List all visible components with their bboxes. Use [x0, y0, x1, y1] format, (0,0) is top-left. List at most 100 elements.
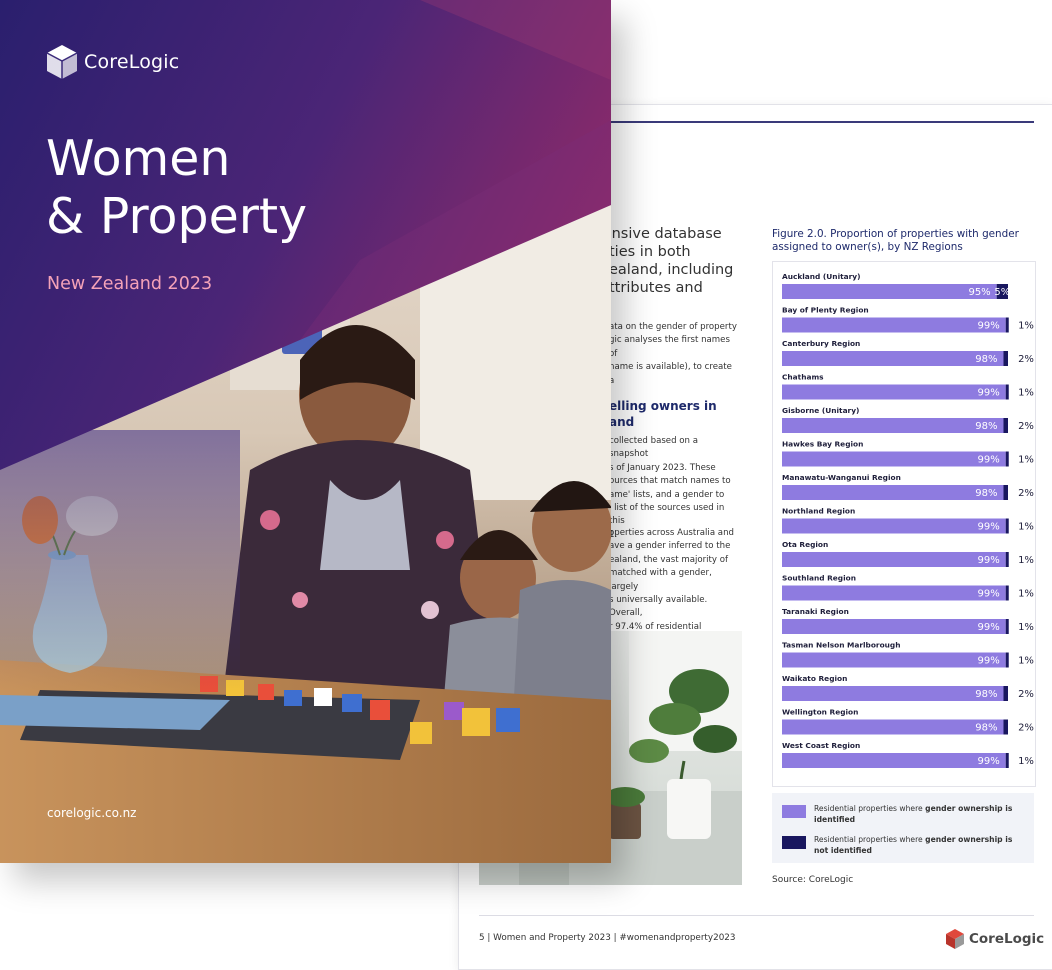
- paragraph-3: operties across Australia and ave a gend…: [609, 528, 734, 645]
- category-label-canterbury-region: Canterbury Region: [782, 339, 860, 348]
- category-label-ota-region: Ota Region: [782, 540, 828, 549]
- cover-brand: CoreLogic: [84, 51, 180, 73]
- paragraph-2: collected based on a snapshot s of Janua…: [609, 436, 731, 540]
- value-label-identified-west-coast-region: 99%: [978, 756, 1000, 767]
- region-bar-chart: Auckland (Unitary) 95% 5% Bay of Plenty Reg…: [782, 272, 1034, 768]
- value-label-not-identified-ota-region: 1%: [1018, 555, 1034, 566]
- value-label-identified-hawkes-bay-region: 99%: [978, 455, 1000, 466]
- value-label-identified-wellington-region: 98%: [975, 723, 997, 734]
- bar-identified-canterbury-region: [782, 351, 1004, 366]
- value-label-identified-ota-region: 99%: [978, 555, 1000, 566]
- category-label-taranaki-region: Taranaki Region: [782, 607, 849, 616]
- value-label-identified-taranaki-region: 99%: [978, 622, 1000, 633]
- value-label-not-identified-hawkes-bay-region: 1%: [1018, 455, 1034, 466]
- cover-artwork: [0, 0, 611, 863]
- cover-title: Women & Property: [46, 130, 308, 245]
- bar-not-identified-chathams: [1005, 384, 1009, 400]
- bar-not-identified-gisborne-unitary: [1003, 418, 1008, 433]
- section-heading: elling owners in and: [609, 399, 717, 429]
- value-label-not-identified-auckland-unitary: 5%: [994, 287, 1010, 298]
- value-label-not-identified-southland-region: 1%: [1018, 589, 1034, 600]
- legend-text-identified-bold: gender ownership is identified: [814, 804, 1013, 824]
- value-label-not-identified-chathams: 1%: [1018, 388, 1034, 399]
- category-label-southland-region: Southland Region: [782, 574, 856, 583]
- value-label-identified-canterbury-region: 98%: [975, 354, 997, 365]
- cover-url: corelogic.co.nz: [47, 806, 137, 820]
- chart-legend: Residential properties where gender owne…: [772, 793, 1034, 863]
- value-label-identified-gisborne-unitary: 98%: [975, 421, 997, 432]
- bar-identified-bay-of-plenty-region: [782, 317, 1006, 333]
- bar-identified-chathams: [782, 384, 1006, 400]
- bar-identified-gisborne-unitary: [782, 418, 1004, 433]
- bar-not-identified-tasman-nelson-marlborough: [1005, 652, 1009, 668]
- corelogic-cube-icon: [946, 929, 964, 949]
- value-label-identified-northland-region: 99%: [978, 522, 1000, 533]
- value-label-not-identified-bay-of-plenty-region: 1%: [1018, 321, 1034, 332]
- value-label-identified-waikato-region: 98%: [975, 689, 997, 700]
- value-label-not-identified-tasman-nelson-marlborough: 1%: [1018, 656, 1034, 667]
- bar-identified-wellington-region: [782, 719, 1004, 735]
- bar-not-identified-wellington-region: [1003, 719, 1008, 735]
- bar-identified-taranaki-region: [782, 619, 1006, 634]
- value-label-not-identified-manawatu-wanganui-region: 2%: [1018, 488, 1034, 499]
- bar-not-identified-northland-region: [1005, 518, 1009, 534]
- bar-identified-west-coast-region: [782, 753, 1006, 768]
- category-label-gisborne-unitary: Gisborne (Unitary): [782, 406, 859, 415]
- value-label-not-identified-gisborne-unitary: 2%: [1018, 421, 1034, 432]
- legend-text-not-identified-prefix: Residential properties where: [814, 835, 926, 844]
- value-label-not-identified-taranaki-region: 1%: [1018, 622, 1034, 633]
- bar-identified-tasman-nelson-marlborough: [782, 652, 1006, 668]
- category-label-west-coast-region: West Coast Region: [782, 741, 860, 750]
- chart-source: Source: CoreLogic: [772, 875, 854, 885]
- value-label-identified-bay-of-plenty-region: 99%: [978, 321, 1000, 332]
- value-label-identified-auckland-unitary: 95%: [968, 287, 990, 298]
- value-label-identified-manawatu-wanganui-region: 98%: [975, 488, 997, 499]
- bar-not-identified-west-coast-region: [1005, 753, 1009, 768]
- footer-brand: CoreLogic: [969, 931, 1045, 947]
- bar-not-identified-manawatu-wanganui-region: [1003, 485, 1008, 500]
- category-label-northland-region: Northland Region: [782, 507, 855, 516]
- corelogic-cube-icon: [46, 45, 78, 79]
- bar-not-identified-taranaki-region: [1005, 619, 1009, 634]
- chart-box: Auckland (Unitary) 95% 5% Bay of Plenty Reg…: [772, 261, 1036, 787]
- top-rule: [609, 121, 1034, 123]
- value-label-not-identified-northland-region: 1%: [1018, 522, 1034, 533]
- cover-subtitle: New Zealand 2023: [47, 274, 213, 294]
- bar-identified-southland-region: [782, 585, 1006, 601]
- value-label-identified-southland-region: 99%: [978, 589, 1000, 600]
- figure-title: Figure 2.0. Proportion of properties wit…: [772, 228, 1019, 253]
- legend-item-not-identified: Residential properties where gender owne…: [782, 834, 1014, 856]
- category-label-wellington-region: Wellington Region: [782, 708, 858, 717]
- value-label-not-identified-waikato-region: 2%: [1018, 689, 1034, 700]
- bar-identified-waikato-region: [782, 686, 1004, 701]
- footer-rule: [479, 915, 1034, 916]
- value-label-identified-chathams: 99%: [978, 388, 1000, 399]
- footer-logo: CoreLogic: [945, 928, 1044, 950]
- legend-swatch-not-identified: [782, 836, 806, 849]
- value-label-not-identified-west-coast-region: 1%: [1018, 756, 1034, 767]
- cover-logo: CoreLogic: [46, 44, 179, 80]
- category-label-tasman-nelson-marlborough: Tasman Nelson Marlborough: [782, 641, 900, 650]
- bar-not-identified-hawkes-bay-region: [1005, 451, 1009, 467]
- category-label-waikato-region: Waikato Region: [782, 674, 847, 683]
- legend-text-not-identified-bold: gender ownership is not identified: [814, 835, 1013, 855]
- legend-swatch-identified: [782, 805, 806, 818]
- category-label-manawatu-wanganui-region: Manawatu-Wanganui Region: [782, 473, 901, 482]
- legend-text-identified-prefix: Residential properties where: [814, 804, 926, 813]
- value-label-not-identified-wellington-region: 2%: [1018, 723, 1034, 734]
- value-label-identified-tasman-nelson-marlborough: 99%: [978, 656, 1000, 667]
- paragraph-1: ata on the gender of property gic analys…: [609, 322, 737, 386]
- page-footer: 5 | Women and Property 2023 | #womenandp…: [479, 933, 736, 943]
- bar-identified-hawkes-bay-region: [782, 451, 1006, 467]
- category-label-hawkes-bay-region: Hawkes Bay Region: [782, 440, 863, 449]
- category-label-bay-of-plenty-region: Bay of Plenty Region: [782, 306, 869, 315]
- report-inner-page: tensive database ties in both ealand, in…: [458, 104, 1052, 970]
- category-label-auckland-unitary: Auckland (Unitary): [782, 272, 860, 281]
- category-label-chathams: Chathams: [782, 373, 824, 382]
- bar-identified-manawatu-wanganui-region: [782, 485, 1004, 500]
- bar-identified-auckland-unitary: [782, 284, 997, 299]
- bar-not-identified-southland-region: [1005, 585, 1009, 601]
- bar-identified-ota-region: [782, 552, 1006, 567]
- bar-not-identified-auckland-unitary: [996, 284, 1008, 299]
- bar-not-identified-ota-region: [1005, 552, 1009, 567]
